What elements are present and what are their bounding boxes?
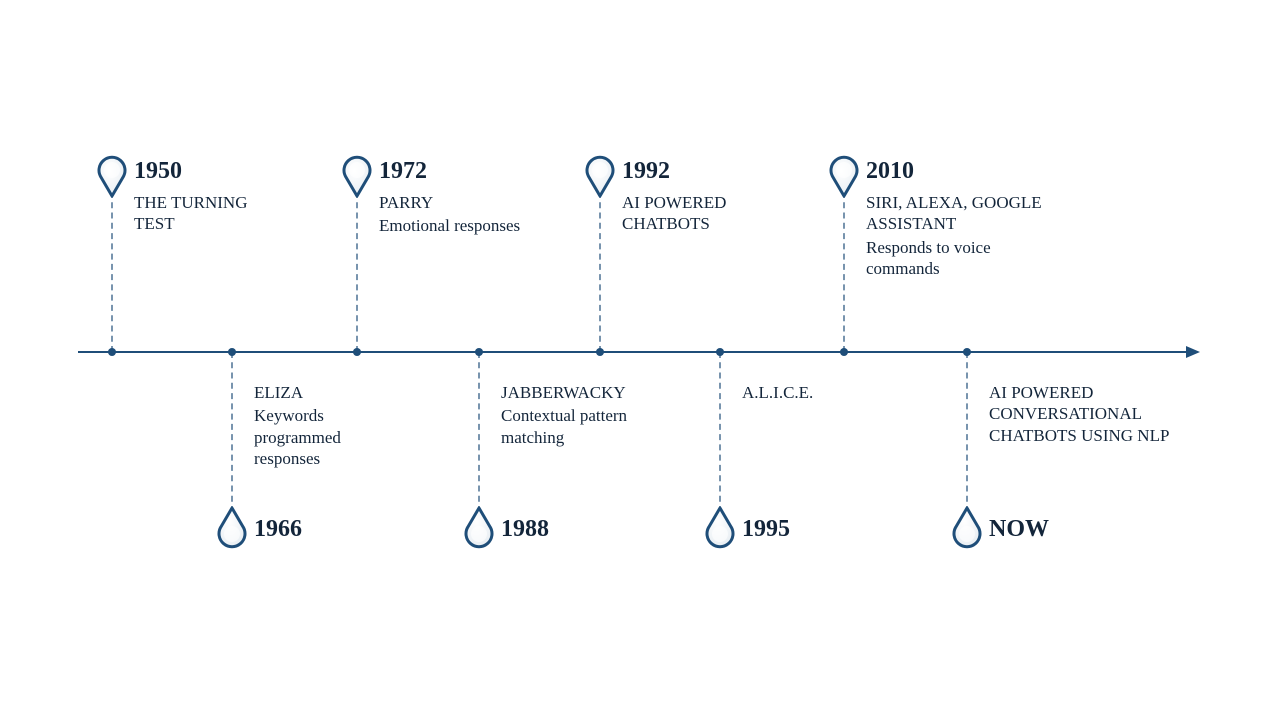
timeline-axis-arrow: [1186, 346, 1200, 358]
timeline-year: NOW: [989, 516, 1049, 543]
timeline-pin-icon: [703, 506, 737, 550]
timeline-connector: [111, 192, 113, 352]
timeline-event-subtitle: Keywords programmed responses: [254, 405, 404, 469]
timeline-event-subtitle: Contextual pattern matching: [501, 405, 691, 448]
timeline-year: 2010: [866, 158, 914, 185]
timeline-event-title: THE TURNING TEST: [134, 192, 284, 235]
timeline-event-title: PARRY: [379, 192, 569, 213]
timeline-year: 1995: [742, 516, 790, 543]
timeline-connector: [478, 352, 480, 512]
timeline-pin-icon: [215, 506, 249, 550]
timeline-pin-icon: [583, 154, 617, 198]
timeline-year: 1966: [254, 516, 302, 543]
timeline-connector: [231, 352, 233, 512]
timeline-event-title: JABBERWACKY: [501, 382, 691, 403]
timeline-pin-icon: [95, 154, 129, 198]
timeline-event-title: AI POWERED CHATBOTS: [622, 192, 792, 235]
timeline-connector: [599, 192, 601, 352]
timeline-year: 1988: [501, 516, 549, 543]
timeline-connector: [356, 192, 358, 352]
timeline-pin-icon: [950, 506, 984, 550]
timeline-connector: [966, 352, 968, 512]
timeline-pin-icon: [340, 154, 374, 198]
timeline-event-title: A.L.I.C.E.: [742, 382, 912, 403]
timeline-pin-icon: [462, 506, 496, 550]
timeline-event-title: AI POWERED CONVERSATIONAL CHATBOTS USING…: [989, 382, 1199, 446]
timeline-event-subtitle: Responds to voice commands: [866, 237, 1046, 280]
timeline-year: 1992: [622, 158, 670, 185]
timeline-connector: [843, 192, 845, 352]
timeline-connector: [719, 352, 721, 512]
timeline-event-title: ELIZA: [254, 382, 404, 403]
timeline-year: 1972: [379, 158, 427, 185]
timeline-diagram: 1950 THE TURNING TEST 1966 ELIZAKeywords p…: [0, 0, 1280, 720]
timeline-axis: [78, 351, 1188, 353]
timeline-event-subtitle: Emotional responses: [379, 215, 569, 236]
timeline-year: 1950: [134, 158, 182, 185]
timeline-event-title: SIRI, ALEXA, GOOGLE ASSISTANT: [866, 192, 1046, 235]
timeline-pin-icon: [827, 154, 861, 198]
